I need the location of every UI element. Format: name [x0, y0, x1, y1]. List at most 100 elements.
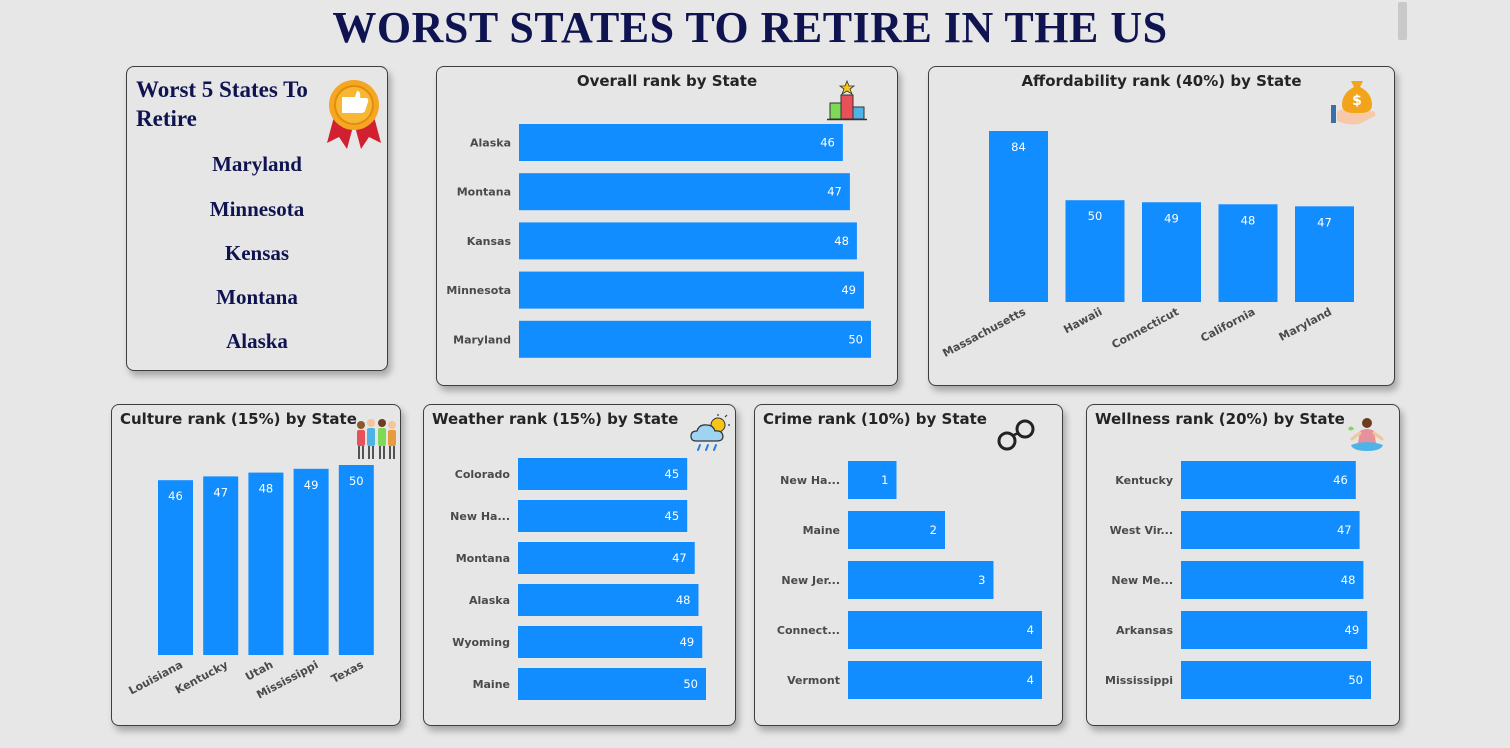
- bar-weather[interactable]: [518, 542, 695, 574]
- scrollbar-handle[interactable]: [1398, 2, 1407, 40]
- data-label: 46: [1333, 473, 1348, 487]
- data-label: 50: [683, 677, 698, 691]
- culture-bar-chart: 46Louisiana47Kentucky48Utah49Mississippi…: [127, 465, 374, 702]
- data-label: 47: [827, 185, 842, 199]
- category-label: New Me...: [1111, 574, 1173, 587]
- category-label: Mississippi: [1105, 674, 1173, 687]
- category-label: Maine: [803, 524, 840, 537]
- weather-chart-title: Weather rank (15%) by State: [432, 410, 679, 428]
- svg-text:$: $: [1352, 93, 1362, 109]
- data-label: 49: [841, 283, 856, 297]
- data-label: 46: [820, 136, 835, 150]
- data-label: 47: [1317, 215, 1332, 229]
- data-label: 48: [676, 593, 691, 607]
- data-label: 47: [672, 551, 687, 565]
- data-label: 4: [1027, 623, 1034, 637]
- podium-icon: [827, 79, 867, 121]
- worst-list-item: Kensas: [224, 241, 290, 265]
- bar-crime[interactable]: [848, 511, 945, 549]
- overall-bar-chart: Alaska 46 Montana 47 Kansas 48 Minnesota 49 Mary…: [446, 124, 871, 358]
- bar-crime[interactable]: [848, 611, 1042, 649]
- category-label: Connect...: [777, 624, 840, 637]
- bar-culture[interactable]: [293, 468, 329, 655]
- culture-chart-title: Culture rank (15%) by State: [120, 410, 357, 428]
- data-label: 50: [848, 332, 863, 346]
- data-label: 50: [349, 474, 364, 488]
- bar-culture[interactable]: [248, 472, 284, 655]
- weather-rank-card: Weather rank (15%) by State Colorado 45 Ne…: [423, 404, 736, 726]
- affordability-rank-card: Affordability rank (40%) by State $ 84 Ma…: [928, 66, 1395, 386]
- weather-bar-chart: Colorado 45 New Ha... 45 Montana 47 Alaska 48 Wy…: [450, 458, 706, 700]
- category-label: Minnesota: [446, 284, 511, 297]
- bar-overall[interactable]: [519, 173, 850, 211]
- category-label: West Vir...: [1110, 524, 1173, 537]
- bar-culture[interactable]: [203, 476, 239, 655]
- category-label: Maryland: [1277, 305, 1334, 344]
- people-group-icon: [357, 419, 396, 459]
- bar-wellness[interactable]: [1181, 461, 1356, 499]
- bar-wellness[interactable]: [1181, 561, 1364, 599]
- bar-affordability[interactable]: [1065, 200, 1125, 302]
- affordability-bar-chart: 84 Massachusetts 50 Hawaii 49 Connecticut 48 Ca…: [940, 131, 1354, 360]
- bar-affordability[interactable]: [1142, 202, 1201, 302]
- page-title: WORST STATES TO RETIRE IN THE US: [332, 3, 1168, 52]
- data-label: 47: [213, 485, 228, 499]
- category-label: Colorado: [455, 468, 511, 481]
- category-label: Kentucky: [1115, 474, 1173, 487]
- bar-crime[interactable]: [848, 561, 994, 599]
- crime-chart-title: Crime rank (10%) by State: [763, 410, 987, 428]
- bar-wellness[interactable]: [1181, 611, 1368, 649]
- bar-overall[interactable]: [519, 320, 871, 358]
- bar-culture[interactable]: [158, 480, 193, 655]
- bar-affordability[interactable]: [1295, 206, 1354, 302]
- data-label: 45: [665, 467, 680, 481]
- bar-weather[interactable]: [518, 626, 703, 658]
- bar-weather[interactable]: [518, 500, 688, 532]
- bar-overall[interactable]: [519, 271, 864, 309]
- category-label: Alaska: [469, 594, 510, 607]
- category-label: Maine: [473, 678, 510, 691]
- category-label: Wyoming: [452, 636, 510, 649]
- data-label: 45: [665, 509, 680, 523]
- category-label: New Jer...: [781, 574, 840, 587]
- bar-weather[interactable]: [518, 668, 706, 700]
- data-label: 49: [1164, 211, 1179, 225]
- data-label: 49: [680, 635, 695, 649]
- culture-rank-card: Culture rank (15%) by State 46 Louisiana 4…: [111, 404, 401, 726]
- category-label: Arkansas: [1116, 624, 1173, 637]
- overall-rank-card: Overall rank by State Alaska 46 Montana 47 K…: [436, 66, 898, 386]
- wellness-bar-chart: Kentucky 46 West Vir... 47 New Me... 48 Arkans…: [1105, 461, 1371, 699]
- crime-bar-chart: New Ha... 1 Maine 2 New Jer... 3 Connect... 4 Ve…: [777, 461, 1042, 699]
- data-label: 84: [1011, 140, 1026, 154]
- bar-weather[interactable]: [518, 584, 699, 616]
- category-label: Maryland: [453, 333, 511, 346]
- worst-list-item: Alaska: [226, 329, 288, 353]
- category-label: Kansas: [467, 235, 512, 248]
- data-label: 50: [1348, 673, 1363, 687]
- bar-wellness[interactable]: [1181, 661, 1371, 699]
- bar-wellness[interactable]: [1181, 511, 1360, 549]
- bar-affordability[interactable]: [989, 131, 1048, 302]
- data-label: 48: [1241, 213, 1256, 227]
- bar-overall[interactable]: [519, 222, 857, 260]
- category-label: New Ha...: [450, 510, 510, 523]
- bar-weather[interactable]: [518, 458, 688, 490]
- handcuffs-icon: [997, 419, 1035, 451]
- bar-affordability[interactable]: [1218, 204, 1278, 302]
- data-label: 48: [834, 234, 849, 248]
- bar-culture[interactable]: [338, 465, 374, 655]
- bar-crime[interactable]: [848, 661, 1042, 699]
- worst-list-item: Maryland: [212, 152, 302, 176]
- wellness-chart-title: Wellness rank (20%) by State: [1095, 410, 1345, 428]
- bar-overall[interactable]: [519, 124, 843, 161]
- category-label: Connecticut: [1110, 305, 1181, 351]
- bar-crime[interactable]: [848, 461, 897, 499]
- category-label: Massachusetts: [940, 305, 1028, 360]
- overall-chart-title: Overall rank by State: [576, 72, 758, 90]
- worst-list-title: Worst 5 States To Retire: [136, 77, 308, 131]
- category-label: Vermont: [787, 674, 840, 687]
- affordability-chart-title: Affordability rank (40%) by State: [1021, 72, 1302, 90]
- weather-cloud-sun-rain-icon: [690, 414, 730, 451]
- data-label: 49: [1345, 623, 1360, 637]
- data-label: 1: [881, 473, 888, 487]
